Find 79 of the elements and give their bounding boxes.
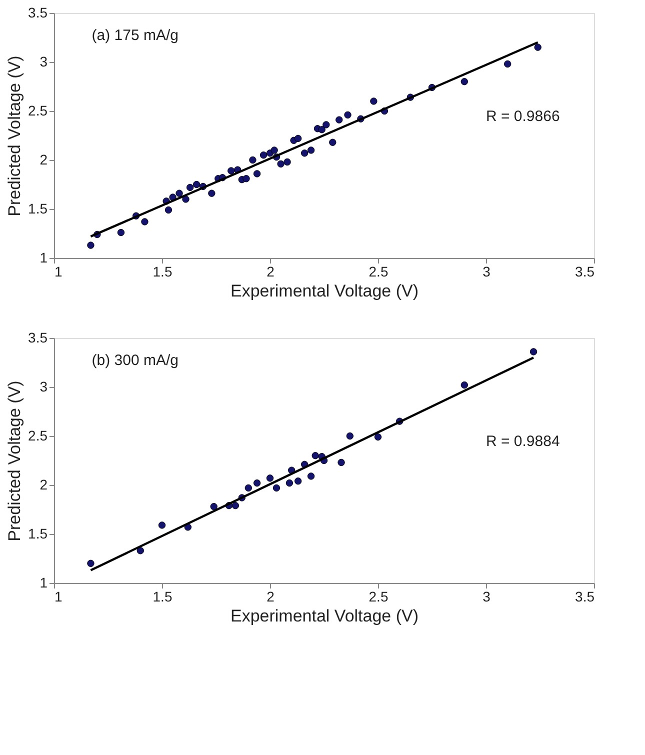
y-tick-label: 1 xyxy=(40,574,48,590)
x-tick-label: 3.5 xyxy=(575,588,595,604)
point xyxy=(336,116,343,124)
point xyxy=(329,138,336,146)
point xyxy=(504,60,512,68)
point xyxy=(182,196,190,203)
point xyxy=(322,121,330,128)
y-axis-title: Predicted Voltage (V) xyxy=(5,380,24,542)
x-tick-label: 2.5 xyxy=(368,588,388,604)
point xyxy=(346,432,354,440)
point xyxy=(272,484,280,492)
y-tick-label: 3.5 xyxy=(28,4,48,20)
point xyxy=(186,184,194,192)
annotation: R = 0.9884 xyxy=(486,432,560,450)
point xyxy=(208,190,216,197)
point xyxy=(244,484,252,492)
point xyxy=(228,167,235,174)
x-tick-label: 2.5 xyxy=(368,264,388,280)
point xyxy=(141,218,148,226)
y-tick-label: 1.5 xyxy=(28,526,48,542)
point xyxy=(300,150,308,157)
y-tick-label: 1 xyxy=(40,250,48,266)
annotation: R = 0.9866 xyxy=(486,108,560,125)
x-tick-label: 2 xyxy=(266,588,275,604)
point xyxy=(158,522,166,529)
point xyxy=(318,126,326,134)
point xyxy=(242,175,250,182)
point xyxy=(312,452,319,460)
x-tick-label: 1 xyxy=(54,264,62,280)
point xyxy=(232,502,240,510)
point xyxy=(210,502,218,510)
point xyxy=(192,180,200,188)
point xyxy=(344,111,352,119)
y-tick-label: 2 xyxy=(40,476,48,492)
point xyxy=(253,170,261,178)
y-tick-label: 3.5 xyxy=(28,330,48,346)
point xyxy=(370,98,378,105)
point xyxy=(277,160,284,168)
y-tick-label: 3 xyxy=(40,378,48,394)
annotation: (b) 300 mA/g xyxy=(92,352,179,370)
point xyxy=(460,78,468,86)
point xyxy=(117,228,125,236)
point xyxy=(530,348,538,356)
x-axis-title: Experimental Voltage (V) xyxy=(230,606,419,626)
x-axis-title: Experimental Voltage (V) xyxy=(230,282,419,300)
point xyxy=(374,433,382,441)
point xyxy=(270,146,278,154)
x-tick-label: 3.5 xyxy=(575,264,595,280)
x-tick-label: 1.5 xyxy=(152,264,172,280)
x-tick-label: 3 xyxy=(482,264,491,280)
point xyxy=(87,242,94,249)
y-tick-label: 3 xyxy=(40,54,48,70)
point xyxy=(87,560,94,567)
y-tick-label: 2.5 xyxy=(28,428,48,444)
point xyxy=(286,479,294,487)
point xyxy=(260,152,268,159)
point xyxy=(164,206,172,214)
annotation: (a) 175 mA/g xyxy=(92,27,179,44)
x-tick-label: 1 xyxy=(54,588,62,604)
point xyxy=(266,474,274,482)
point xyxy=(176,190,183,197)
point xyxy=(249,156,256,164)
point xyxy=(534,44,542,51)
x-tick-label: 2 xyxy=(266,264,275,280)
point xyxy=(294,134,302,142)
point xyxy=(253,479,261,487)
point xyxy=(294,477,302,485)
y-axis-title: Predicted Voltage (V) xyxy=(5,56,24,216)
y-tick-label: 2.5 xyxy=(28,102,48,118)
y-tick-label: 2 xyxy=(40,152,48,168)
point xyxy=(307,146,315,154)
point xyxy=(136,547,144,554)
point xyxy=(338,458,345,466)
x-tick-label: 1.5 xyxy=(152,588,172,604)
point xyxy=(284,158,291,166)
y-tick-label: 1.5 xyxy=(28,200,48,216)
x-tick-label: 3 xyxy=(482,588,491,604)
point xyxy=(307,472,315,480)
point xyxy=(460,381,468,389)
